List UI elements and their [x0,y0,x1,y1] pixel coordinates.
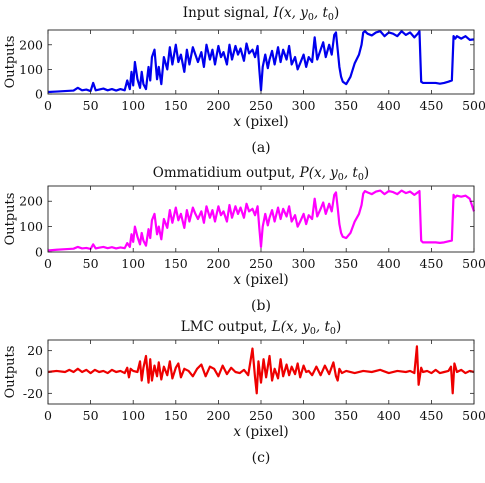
series-line-0 [47,345,475,395]
x-axis-label-var: x [233,424,241,440]
title-title-prefix: Input signal, [183,5,274,21]
x-tick-label: 400 [377,98,401,113]
title-title-func: L [271,319,281,335]
x-tick-label: 200 [206,98,230,113]
x-tick-label: 250 [249,98,273,113]
x-tick-label: 150 [164,408,188,423]
x-tick-label: 500 [462,98,485,113]
x-tick-label: 450 [419,408,443,423]
title-title-sub1: 0 [328,12,334,23]
panel-caption: (c) [252,450,271,466]
y-tick-label: -20 [23,386,43,401]
x-axis-label: x (pixel) [233,272,288,288]
title-title-sub0: 0 [308,12,314,23]
title-title-mid: , t [344,165,359,181]
title-title-sub0: 0 [338,172,344,183]
x-tick-label: 250 [249,256,273,271]
y-axis-label: Outputs [3,193,18,246]
y-tick-label: 200 [19,37,43,52]
x-tick-label: 50 [83,408,99,423]
x-axis-label: x (pixel) [233,114,288,130]
x-axis-label-var: x [233,272,241,288]
panel-title: Ommatidium output, P(x, y0, t0) [153,165,369,183]
x-tick-label: 400 [377,408,401,423]
y-tick-label: 200 [19,194,43,209]
x-tick-label: 300 [292,256,316,271]
x-tick-label: 0 [44,408,52,423]
series-line-0 [47,30,475,94]
series-line-0 [47,189,476,252]
x-tick-label: 500 [462,408,485,423]
y-tick-label: 100 [19,219,43,234]
x-tick-label: 200 [206,408,230,423]
y-tick-label: 20 [27,343,43,358]
x-tick-label: 0 [44,98,52,113]
x-axis-label-unit: (pixel) [241,114,289,130]
panel-1: Ommatidium output, P(x, y0, t0)0 50 100 150… [3,165,485,314]
x-tick-label: 300 [292,98,316,113]
x-tick-label: 300 [292,408,316,423]
x-tick-label: 350 [334,256,358,271]
x-axis-label: x (pixel) [233,424,288,440]
x-tick-label: 0 [44,256,52,271]
x-tick-label: 200 [206,256,230,271]
panel-title: LMC output, L(x, y0, t0) [181,319,341,337]
y-tick-label: 100 [19,62,43,77]
x-tick-label: 500 [462,256,485,271]
x-tick-label: 50 [83,256,99,271]
x-tick-label: 350 [334,98,358,113]
x-tick-label: 150 [164,98,188,113]
y-tick-label: 0 [35,245,43,260]
title-title-close: ) [364,165,369,181]
title-title-sub0: 0 [310,326,316,337]
y-axis-label: Outputs [3,346,18,399]
panel-caption: (a) [251,140,270,156]
x-tick-label: 100 [121,408,145,423]
title-title-sub1: 0 [330,326,336,337]
title-title-close: ) [334,5,339,21]
panel-2: LMC output, L(x, y0, t0)0 50 100 150 200 250 3… [3,319,485,466]
x-axis-label-unit: (pixel) [241,424,289,440]
title-title-func: P [299,165,310,181]
title-title-prefix: LMC output, [181,319,272,335]
title-title-mid: , t [316,319,331,335]
title-title-args: (x, y [279,5,308,21]
x-tick-label: 100 [121,98,145,113]
panel-0: Input signal, I(x, y0, t0)0 50 100 150 200 25… [3,5,485,156]
panel-title: Input signal, I(x, y0, t0) [183,5,339,23]
title-title-prefix: Ommatidium output, [153,165,300,181]
y-axis-label: Outputs [3,36,18,89]
title-title-mid: , t [314,5,329,21]
x-axis-label-unit: (pixel) [241,272,289,288]
x-tick-label: 50 [83,98,99,113]
panel-caption: (b) [251,298,271,314]
y-tick-label: 0 [35,365,43,380]
x-tick-label: 100 [121,256,145,271]
title-title-sub1: 0 [358,172,364,183]
x-tick-label: 400 [377,256,401,271]
y-tick-label: 0 [35,87,43,102]
x-axis-label-var: x [233,114,241,130]
x-tick-label: 350 [334,408,358,423]
x-tick-label: 150 [164,256,188,271]
x-tick-label: 450 [419,98,443,113]
x-tick-label: 250 [249,408,273,423]
x-tick-label: 450 [419,256,443,271]
title-title-func: I [272,5,279,21]
title-title-args: (x, y [309,165,338,181]
title-title-args: (x, y [281,319,310,335]
title-title-close: ) [336,319,341,335]
